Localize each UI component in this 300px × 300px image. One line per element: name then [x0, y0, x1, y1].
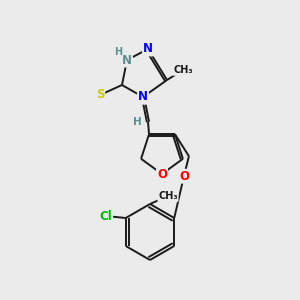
Text: N: N [143, 43, 153, 56]
Text: H: H [114, 47, 122, 57]
Text: CH₃: CH₃ [173, 65, 193, 75]
Text: N: N [122, 53, 132, 67]
Text: Cl: Cl [99, 209, 112, 223]
Text: O: O [157, 167, 167, 181]
Text: O: O [179, 170, 189, 183]
Text: CH₃: CH₃ [158, 191, 178, 201]
Text: S: S [96, 88, 104, 101]
Text: N: N [138, 91, 148, 103]
Text: H: H [133, 117, 141, 127]
Text: N: N [138, 91, 148, 103]
